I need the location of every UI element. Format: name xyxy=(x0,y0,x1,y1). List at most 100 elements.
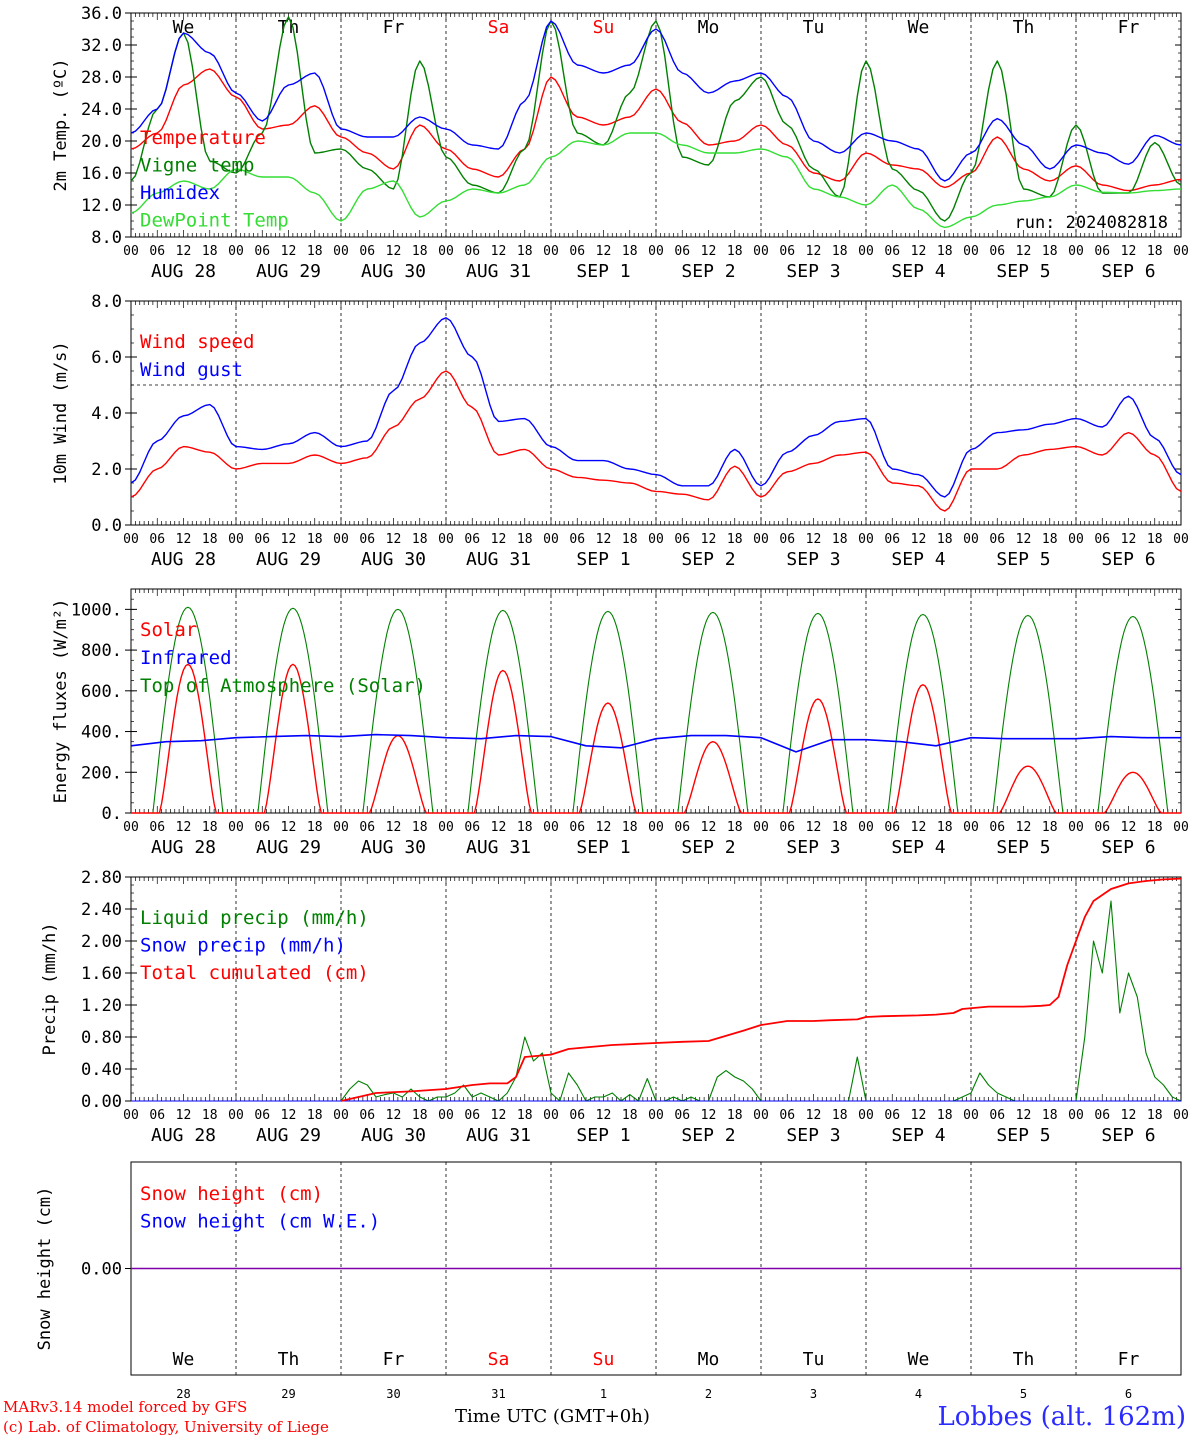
day-of-week-label: Fr xyxy=(383,17,405,38)
hour-tick-label: 18 xyxy=(517,820,533,835)
date-label: SEP 3 xyxy=(786,837,840,858)
hour-tick-label: 12 xyxy=(491,532,507,547)
date-label: AUG 29 xyxy=(256,549,321,570)
hour-tick-label: 12 xyxy=(281,1108,297,1123)
y-tick-label: 2.0 xyxy=(91,460,122,480)
hour-tick-label: 12 xyxy=(281,532,297,547)
hour-tick-label: 00 xyxy=(123,532,139,547)
plot-frame xyxy=(130,588,1182,814)
date-label: SEP 2 xyxy=(681,549,735,570)
hour-tick-label: 06 xyxy=(779,532,795,547)
hour-tick-label: 18 xyxy=(1147,532,1163,547)
hour-tick-label: 00 xyxy=(963,820,979,835)
y-axis-label: Precip (mm/h) xyxy=(40,922,60,1055)
hour-tick-label: 00 xyxy=(543,244,559,259)
hour-tick-label: 06 xyxy=(674,820,690,835)
hour-tick-label: 12 xyxy=(701,244,717,259)
day-number-label: 1 xyxy=(600,1387,607,1400)
panel-energy: 0. 200. 400. 600. 800. 1000.Energy fluxes (W/… xyxy=(51,588,1189,858)
hour-tick-label: 18 xyxy=(622,532,638,547)
hour-tick-label: 12 xyxy=(386,820,402,835)
hour-tick-label: 18 xyxy=(937,532,953,547)
legend-entry: Snow precip (mm/h) xyxy=(140,935,346,957)
date-label: SEP 1 xyxy=(576,261,630,282)
hour-tick-label: 12 xyxy=(281,244,297,259)
station-name: Lobbes (alt. 162m) xyxy=(937,1402,1186,1432)
hour-tick-label: 06 xyxy=(569,532,585,547)
hour-tick-label: 18 xyxy=(937,820,953,835)
hour-tick-label: 12 xyxy=(491,244,507,259)
y-axis-label: 2m Temp. (ºC) xyxy=(51,58,71,191)
legend-entry: Wind speed xyxy=(140,331,254,353)
y-tick-label: 0.0 xyxy=(91,516,122,536)
hour-tick-label: 00 xyxy=(333,1108,349,1123)
y-tick-label: 1000. xyxy=(71,600,122,620)
hour-tick-label: 00 xyxy=(753,532,769,547)
hour-tick-label: 00 xyxy=(333,532,349,547)
hour-tick-label: 00 xyxy=(228,820,244,835)
hour-tick-label: 06 xyxy=(569,820,585,835)
hour-tick-label: 00 xyxy=(123,244,139,259)
hour-tick-label: 18 xyxy=(727,532,743,547)
date-label: SEP 5 xyxy=(996,837,1050,858)
date-label: SEP 6 xyxy=(1101,837,1155,858)
day-of-week-label: Th xyxy=(1013,17,1035,38)
hour-tick-label: 18 xyxy=(517,532,533,547)
date-label: AUG 29 xyxy=(256,261,321,282)
day-of-week-label: We xyxy=(908,17,930,38)
y-tick-label: 24.0 xyxy=(81,100,122,120)
y-tick-label: 0.40 xyxy=(81,1060,122,1080)
date-label: AUG 30 xyxy=(361,1125,426,1146)
date-label: SEP 5 xyxy=(996,261,1050,282)
lab-credit: (c) Lab. of Climatology, University of L… xyxy=(3,1418,329,1436)
y-tick-label: 4.0 xyxy=(91,404,122,424)
hour-tick-label: 12 xyxy=(386,1108,402,1123)
y-tick-label: 0.80 xyxy=(81,1028,122,1048)
hour-tick-label: 06 xyxy=(359,244,375,259)
hour-tick-label: 00 xyxy=(858,820,874,835)
hour-tick-label: 18 xyxy=(937,1108,953,1123)
date-label: AUG 28 xyxy=(151,1125,216,1146)
hour-tick-label: 06 xyxy=(989,532,1005,547)
day-of-week-label: Tu xyxy=(803,1349,825,1370)
hour-tick-label: 18 xyxy=(412,532,428,547)
series-line-total-cumulated-cm- xyxy=(340,877,1182,1102)
hour-tick-label: 06 xyxy=(989,820,1005,835)
hour-tick-label: 12 xyxy=(596,532,612,547)
hour-tick-label: 00 xyxy=(228,244,244,259)
hour-tick-label: 06 xyxy=(674,532,690,547)
hour-tick-label: 06 xyxy=(779,1108,795,1123)
panel-precip: 0.00 0.40 0.80 1.20 1.60 2.00 2.40 2.80 Precip (… xyxy=(40,868,1189,1146)
series-line-solar xyxy=(131,663,1181,814)
hour-tick-label: 18 xyxy=(412,820,428,835)
y-tick-label: 28.0 xyxy=(81,68,122,88)
y-tick-label: 400. xyxy=(81,723,122,743)
series-line-humidex xyxy=(130,20,1182,182)
hour-tick-label: 12 xyxy=(911,1108,927,1123)
x-axis-title: Time UTC (GMT+0h) xyxy=(455,1406,650,1427)
date-label: SEP 4 xyxy=(891,261,945,282)
hour-tick-label: 06 xyxy=(884,532,900,547)
hour-tick-label: 00 xyxy=(1173,532,1189,547)
hour-tick-label: 18 xyxy=(937,244,953,259)
hour-tick-label: 12 xyxy=(386,532,402,547)
date-label: SEP 4 xyxy=(891,1125,945,1146)
legend-entry: Total cumulated (cm) xyxy=(140,962,369,984)
legend-entry: Infrared xyxy=(140,647,232,669)
hour-tick-label: 18 xyxy=(727,1108,743,1123)
hour-tick-label: 12 xyxy=(911,532,927,547)
date-label: SEP 4 xyxy=(891,837,945,858)
hour-tick-label: 00 xyxy=(648,244,664,259)
hour-tick-label: 06 xyxy=(1094,1108,1110,1123)
hour-tick-label: 18 xyxy=(727,820,743,835)
date-label: SEP 2 xyxy=(681,261,735,282)
date-label: SEP 1 xyxy=(576,837,630,858)
hour-tick-label: 18 xyxy=(622,1108,638,1123)
y-tick-label: 600. xyxy=(81,682,122,702)
y-tick-label: 6.0 xyxy=(91,348,122,368)
date-label: SEP 6 xyxy=(1101,261,1155,282)
hour-tick-label: 18 xyxy=(832,244,848,259)
hour-tick-label: 00 xyxy=(1068,1108,1084,1123)
hour-tick-label: 12 xyxy=(176,244,192,259)
y-axis-label: Energy fluxes (W/m²) xyxy=(51,599,71,804)
